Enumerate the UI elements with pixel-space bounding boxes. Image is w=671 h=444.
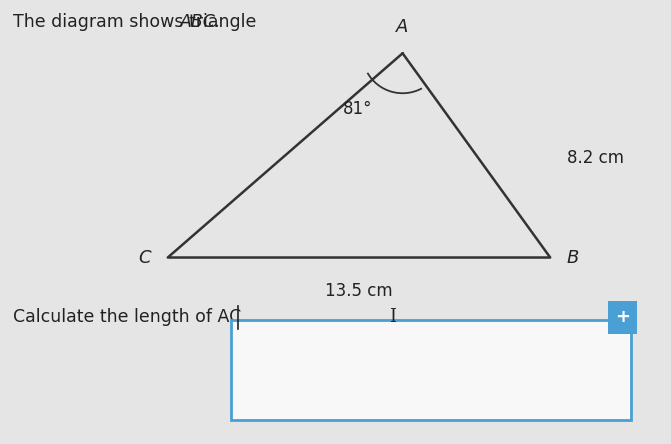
FancyBboxPatch shape [231, 320, 631, 420]
Text: I: I [389, 309, 396, 326]
Text: ABC.: ABC. [180, 13, 221, 32]
Text: 81°: 81° [343, 100, 372, 118]
Text: B: B [567, 249, 579, 266]
Text: 8.2 cm: 8.2 cm [567, 149, 624, 166]
Text: A: A [397, 17, 409, 36]
FancyBboxPatch shape [608, 301, 637, 334]
Text: +: + [615, 309, 630, 326]
Text: 13.5 cm: 13.5 cm [325, 282, 393, 300]
Text: The diagram shows triangle: The diagram shows triangle [13, 13, 262, 32]
Text: C: C [138, 249, 151, 266]
Text: Calculate the length of AC.: Calculate the length of AC. [13, 309, 247, 326]
